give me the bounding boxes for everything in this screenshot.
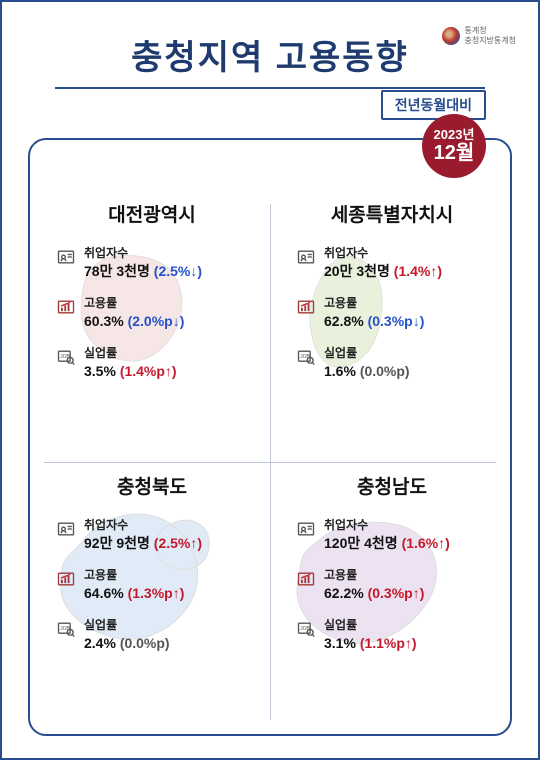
header: 통계청 충청지방통계청 충청지역 고용동향 전년동월대비 [10, 10, 530, 110]
svg-text:JOB: JOB [60, 625, 70, 631]
stat-label: 취업자수 [84, 245, 202, 261]
stat-unemployment-rate: JOB 실업률 2.4% (0.0%p) [56, 617, 258, 655]
stat-change: (0.3%p↓) [368, 313, 425, 329]
region-title: 세종특별자치시 [286, 200, 498, 227]
agency-name-small: 통계청 [464, 26, 516, 36]
stat-value: 92만 9천명 (2.5%↑) [84, 535, 202, 551]
employed-icon [296, 247, 316, 267]
svg-text:JOB: JOB [60, 353, 70, 359]
region-stats: 취업자수 92만 9천명 (2.5%↑) 고용률 64.6% (1.3%p↑) … [56, 517, 258, 654]
stat-value: 1.6% (0.0%p) [324, 363, 410, 379]
svg-text:JOB: JOB [300, 625, 310, 631]
stat-unemployment-rate: JOB 실업률 3.1% (1.1%p↑) [296, 617, 498, 655]
stat-value: 60.3% (2.0%p↓) [84, 313, 184, 329]
search-job-icon: JOB [296, 619, 316, 639]
stat-employment-rate: 고용률 60.3% (2.0%p↓) [56, 295, 258, 333]
stat-label: 고용률 [84, 567, 184, 583]
stat-value: 64.6% (1.3%p↑) [84, 585, 184, 601]
stat-employed: 취업자수 120만 4천명 (1.6%↑) [296, 517, 498, 555]
date-month: 12월 [434, 142, 475, 164]
stat-value: 3.1% (1.1%p↑) [324, 635, 417, 651]
stat-value: 62.8% (0.3%p↓) [324, 313, 424, 329]
regions-grid: 대전광역시 취업자수 78만 3천명 (2.5%↓) 고용률 60.3% (2.… [30, 190, 510, 734]
stat-employment-rate: 고용률 64.6% (1.3%p↑) [56, 567, 258, 605]
stat-employment-rate: 고용률 62.8% (0.3%p↓) [296, 295, 498, 333]
stat-unemployment-rate: JOB 실업률 3.5% (1.4%p↑) [56, 345, 258, 383]
employed-icon [296, 519, 316, 539]
stat-change: (0.0%p) [360, 363, 410, 379]
stat-value: 20만 3천명 (1.4%↑) [324, 263, 442, 279]
stat-change: (0.0%p) [120, 635, 170, 651]
stat-label: 취업자수 [84, 517, 202, 533]
stat-label: 실업률 [84, 617, 170, 633]
region-sejong: 세종특별자치시 취업자수 20만 3천명 (1.4%↑) 고용률 62.8% (… [270, 190, 510, 462]
stat-label: 취업자수 [324, 517, 450, 533]
region-title: 대전광역시 [46, 200, 258, 227]
stat-unemployment-rate: JOB 실업률 1.6% (0.0%p) [296, 345, 498, 383]
chart-icon [56, 569, 76, 589]
search-job-icon: JOB [296, 347, 316, 367]
title-underline [55, 87, 485, 89]
stat-employed: 취업자수 78만 3천명 (2.5%↓) [56, 245, 258, 283]
logo-mark-icon [442, 27, 460, 45]
region-chungbuk: 충청북도 취업자수 92만 9천명 (2.5%↑) 고용률 64.6% (1.3… [30, 462, 270, 734]
region-title: 충청북도 [46, 472, 258, 499]
region-daejeon: 대전광역시 취업자수 78만 3천명 (2.5%↓) 고용률 60.3% (2.… [30, 190, 270, 462]
region-title: 충청남도 [286, 472, 498, 499]
stat-change: (1.4%p↑) [120, 363, 177, 379]
stat-value: 2.4% (0.0%p) [84, 635, 170, 651]
chart-icon [56, 297, 76, 317]
stat-change: (2.5%↑) [154, 535, 202, 551]
stat-change: (1.4%↑) [394, 263, 442, 279]
stat-employed: 취업자수 20만 3천명 (1.4%↑) [296, 245, 498, 283]
stat-label: 고용률 [324, 567, 424, 583]
stat-change: (1.1%p↑) [360, 635, 417, 651]
stat-value: 62.2% (0.3%p↑) [324, 585, 424, 601]
stat-change: (2.0%p↓) [128, 313, 185, 329]
agency-name-main: 충청지방통계청 [464, 36, 516, 46]
stat-label: 고용률 [324, 295, 424, 311]
stat-value: 3.5% (1.4%p↑) [84, 363, 177, 379]
stat-change: (2.5%↓) [154, 263, 202, 279]
stat-employed: 취업자수 92만 9천명 (2.5%↑) [56, 517, 258, 555]
stat-label: 실업률 [84, 345, 177, 361]
stat-change: (0.3%p↑) [368, 585, 425, 601]
content-box: 2023년 12월 대전광역시 취업자수 78만 3천명 (2.5%↓) [28, 138, 512, 736]
chart-icon [296, 297, 316, 317]
stat-label: 취업자수 [324, 245, 442, 261]
stat-change: (1.6%↑) [402, 535, 450, 551]
outer-frame: 통계청 충청지방통계청 충청지역 고용동향 전년동월대비 2023년 12월 대… [0, 0, 540, 760]
stat-label: 실업률 [324, 345, 410, 361]
compare-badge: 전년동월대비 [381, 90, 486, 120]
inner-frame: 통계청 충청지방통계청 충청지역 고용동향 전년동월대비 2023년 12월 대… [10, 10, 530, 750]
agency-logo: 통계청 충청지방통계청 [442, 26, 516, 46]
employed-icon [56, 519, 76, 539]
stat-label: 실업률 [324, 617, 417, 633]
chart-icon [296, 569, 316, 589]
date-year: 2023년 [434, 128, 475, 142]
region-stats: 취업자수 78만 3천명 (2.5%↓) 고용률 60.3% (2.0%p↓) … [56, 245, 258, 382]
agency-name: 통계청 충청지방통계청 [464, 26, 516, 46]
search-job-icon: JOB [56, 619, 76, 639]
employed-icon [56, 247, 76, 267]
stat-value: 120만 4천명 (1.6%↑) [324, 535, 450, 551]
svg-text:JOB: JOB [300, 353, 310, 359]
stat-change: (1.3%p↑) [128, 585, 185, 601]
search-job-icon: JOB [56, 347, 76, 367]
stat-value: 78만 3천명 (2.5%↓) [84, 263, 202, 279]
date-badge: 2023년 12월 [422, 114, 486, 178]
region-chungnam: 충청남도 취업자수 120만 4천명 (1.6%↑) 고용률 62.2% (0.… [270, 462, 510, 734]
region-stats: 취업자수 120만 4천명 (1.6%↑) 고용률 62.2% (0.3%p↑)… [296, 517, 498, 654]
stat-label: 고용률 [84, 295, 184, 311]
stat-employment-rate: 고용률 62.2% (0.3%p↑) [296, 567, 498, 605]
region-stats: 취업자수 20만 3천명 (1.4%↑) 고용률 62.8% (0.3%p↓) … [296, 245, 498, 382]
